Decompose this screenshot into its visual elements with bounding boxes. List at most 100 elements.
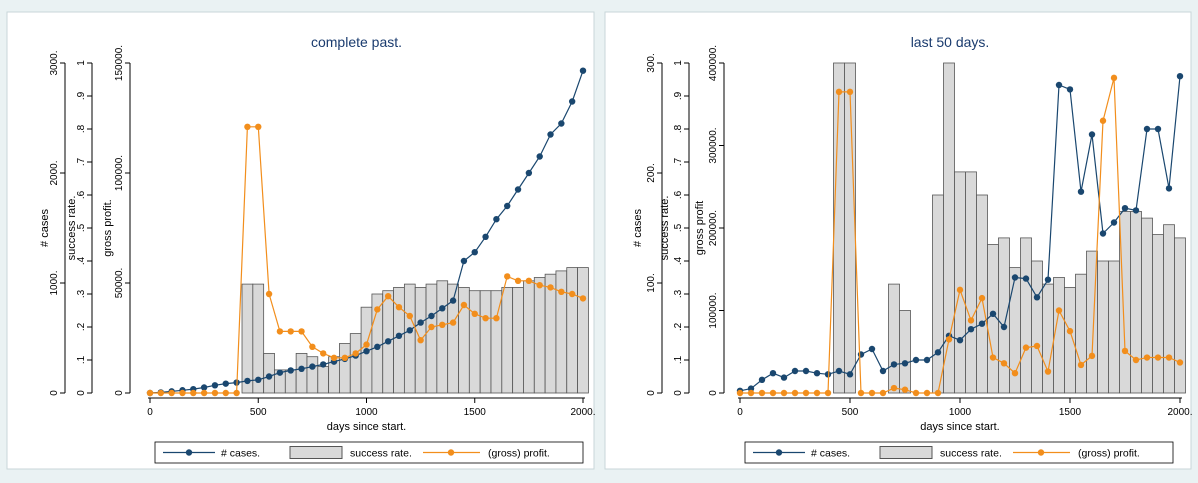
point — [244, 377, 251, 385]
y-tick-label: 300. — [646, 53, 657, 72]
y-tick-label: .2 — [76, 322, 87, 331]
point — [912, 356, 920, 364]
bar — [295, 352, 308, 394]
point — [287, 328, 294, 335]
legend-cases-marker — [775, 449, 783, 456]
bar — [490, 290, 503, 394]
x-tick-label: 2000. — [1167, 407, 1192, 418]
point — [967, 317, 975, 324]
y-tick-label: .7 — [673, 157, 684, 166]
point — [211, 389, 219, 397]
point — [265, 290, 273, 298]
point — [1055, 307, 1063, 314]
x-tick-label: 500 — [250, 407, 267, 418]
point — [1143, 354, 1151, 361]
point — [211, 382, 219, 389]
legend-cases-label: # cases. — [811, 448, 850, 460]
y-tick-label: 100000. — [708, 292, 719, 328]
bar — [533, 277, 546, 394]
point — [547, 284, 554, 291]
bar — [339, 343, 351, 394]
point — [923, 356, 931, 364]
y-tick-label: 200. — [646, 163, 657, 182]
point — [1066, 86, 1074, 93]
point — [255, 376, 262, 383]
y-tick-label: .2 — [673, 322, 684, 331]
point — [769, 389, 777, 397]
point — [1121, 205, 1129, 212]
legend-profit-marker — [1037, 449, 1045, 456]
y-tick-label: .3 — [76, 289, 87, 298]
point — [989, 310, 997, 317]
y-axis-title: gross profit — [694, 201, 706, 255]
point — [802, 389, 810, 397]
point — [868, 389, 876, 397]
point — [1077, 361, 1085, 369]
legend: # cases. success rate. (gross) profit. — [154, 441, 584, 464]
point — [1022, 275, 1030, 282]
legend-success-label: success rate. — [940, 448, 1002, 460]
y-tick-label: 100000. — [114, 155, 125, 191]
bar — [1020, 237, 1032, 394]
bar — [523, 280, 535, 394]
point — [934, 389, 942, 397]
x-tick-label: 1500 — [1059, 407, 1082, 418]
bar — [844, 62, 856, 394]
y-tick-label: .8 — [76, 124, 87, 133]
bar — [263, 352, 275, 394]
x-tick-label: 1000 — [355, 407, 378, 418]
bar — [436, 280, 449, 394]
y-tick-label: 0 — [708, 390, 719, 396]
point — [320, 361, 327, 368]
y-tick-label: 1000. — [49, 270, 60, 295]
x-tick-label: 500 — [842, 407, 859, 418]
point — [824, 389, 832, 397]
point — [298, 328, 305, 335]
point — [276, 328, 284, 335]
point — [1088, 131, 1096, 138]
point — [1055, 81, 1063, 89]
point — [1165, 185, 1173, 192]
y-tick-label: 100. — [646, 273, 657, 292]
point — [222, 380, 229, 387]
y-tick-label: .9 — [76, 91, 87, 100]
y-tick-label: 0 — [114, 390, 125, 396]
point — [504, 202, 511, 210]
point — [558, 288, 565, 295]
point — [417, 319, 424, 326]
bar — [403, 283, 416, 394]
point — [417, 337, 424, 344]
chart-panel-2: last 50 days.0 500 1000 1500 2000.days since… — [604, 11, 1193, 470]
y-axis-title: # cases — [39, 209, 51, 247]
point — [514, 186, 522, 193]
point — [736, 389, 744, 397]
point — [1066, 327, 1074, 335]
point — [901, 386, 909, 393]
point — [758, 376, 766, 383]
point — [449, 297, 457, 304]
point — [1132, 207, 1140, 214]
bar — [577, 267, 589, 394]
x-axis-title: days since start. — [327, 421, 406, 433]
point — [504, 273, 511, 280]
bar — [317, 366, 330, 394]
point — [287, 367, 294, 374]
point — [200, 384, 208, 391]
point — [395, 332, 403, 339]
y-tick-label: .6 — [76, 190, 87, 199]
point — [536, 282, 543, 289]
line-series-profit — [146, 123, 587, 397]
point — [363, 341, 370, 348]
point — [780, 374, 788, 381]
point — [190, 389, 197, 397]
bar — [349, 333, 362, 394]
point — [276, 369, 284, 376]
y-tick-label: .8 — [673, 124, 684, 133]
point — [439, 321, 446, 328]
point — [460, 257, 468, 265]
point — [835, 88, 843, 96]
legend-success-swatch — [289, 446, 343, 459]
x-tick-label: 1500 — [464, 407, 487, 418]
point — [890, 361, 898, 368]
bar — [306, 356, 319, 394]
